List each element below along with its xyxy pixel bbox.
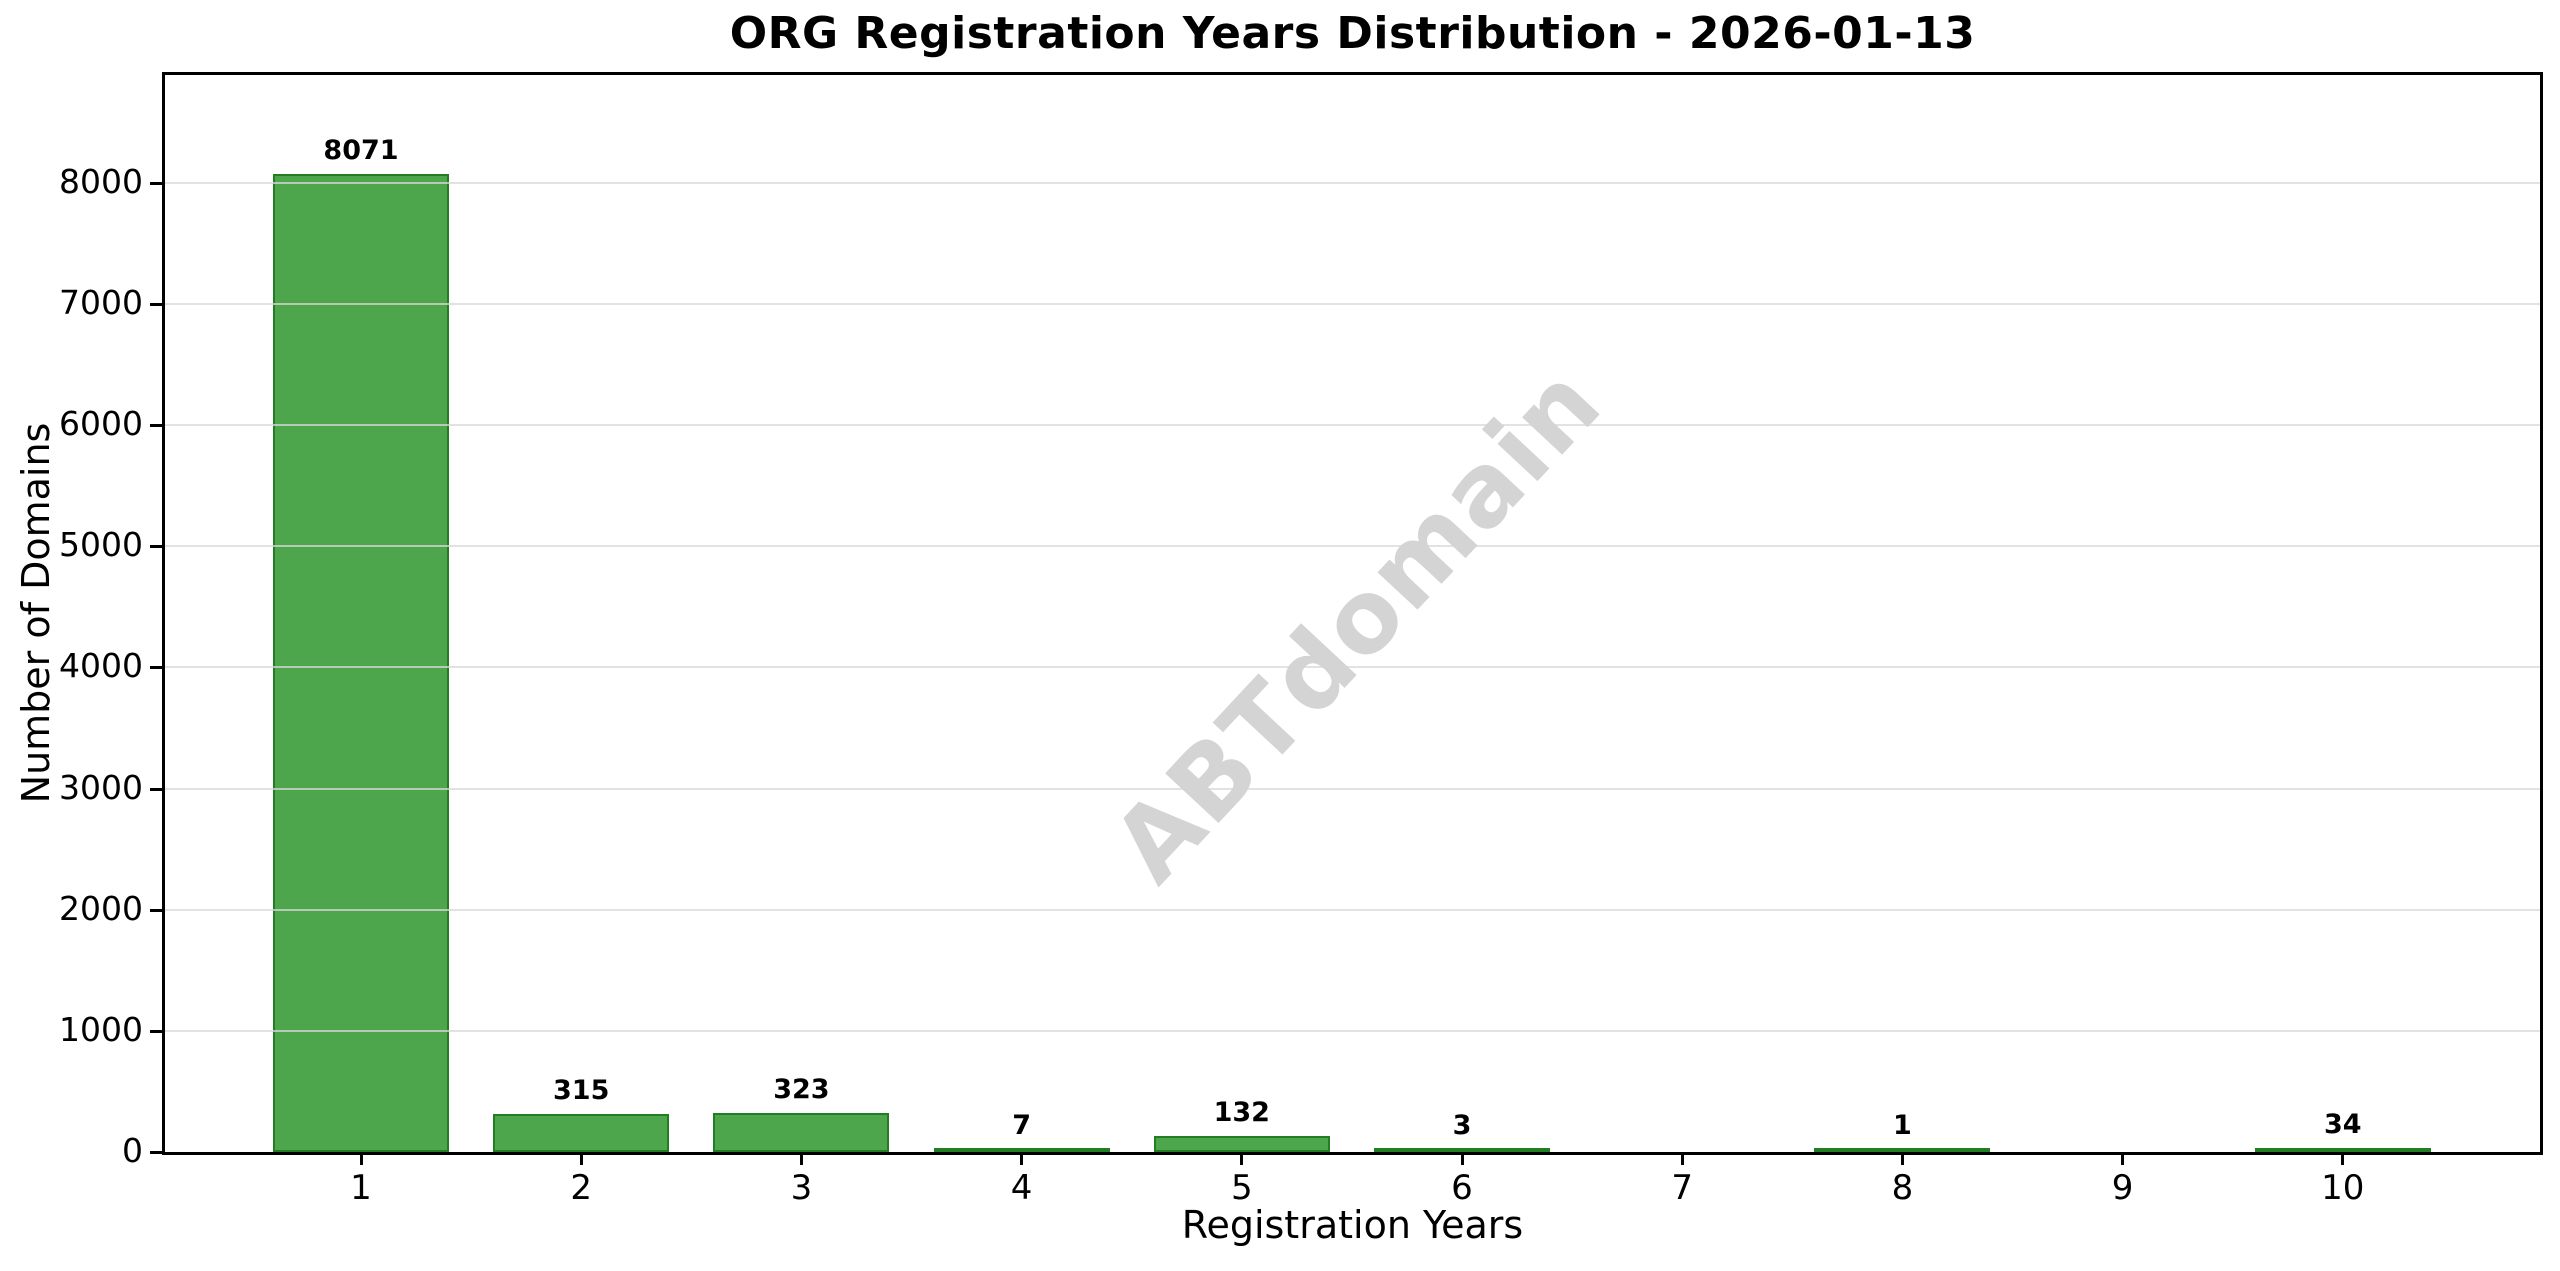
bar-value-label-year-2: 315 [553, 1074, 610, 1106]
y-axis-label: Number of Domains [14, 422, 58, 804]
gridline-y-8000 [165, 181, 2540, 184]
gridline-y-5000 [165, 545, 2540, 548]
x-tick-mark-4 [1020, 1152, 1024, 1165]
bar-year-1 [273, 174, 449, 1152]
bar-value-label-year-10: 34 [2324, 1108, 2362, 1140]
y-tick-label-6000: 6000 [59, 404, 143, 444]
gridline-y-2000 [165, 908, 2540, 911]
y-tick-mark-8000 [150, 181, 165, 185]
gridline-y-6000 [165, 424, 2540, 427]
y-tick-mark-0 [150, 1151, 165, 1154]
y-tick-mark-2000 [150, 908, 165, 912]
x-tick-label-6: 6 [1451, 1168, 1473, 1208]
plot-area: 8071 315 323 7 132 3 1 34 [162, 72, 2543, 1155]
y-tick-mark-1000 [150, 1029, 165, 1033]
bar-value-label-year-8: 1 [1892, 1110, 1912, 1141]
bar-year-6 [1374, 1148, 1550, 1152]
y-tick-label-4000: 4000 [59, 646, 143, 686]
x-tick-label-7: 7 [1671, 1168, 1693, 1208]
bar-value-label-year-4: 7 [1012, 1110, 1031, 1141]
y-tick-mark-5000 [150, 545, 165, 549]
bar-year-8 [1814, 1148, 1991, 1152]
x-tick-label-1: 1 [350, 1168, 372, 1208]
bar-value-label-year-1: 8071 [323, 135, 399, 167]
x-tick-label-4: 4 [1010, 1168, 1033, 1208]
bar-year-10 [2254, 1147, 2431, 1152]
y-tick-label-3000: 3000 [59, 767, 143, 807]
x-tick-mark-7 [1680, 1152, 1684, 1165]
y-tick-label-7000: 7000 [59, 283, 143, 323]
bar-value-label-year-3: 323 [773, 1073, 830, 1105]
y-tick-label-1000: 1000 [59, 1009, 143, 1049]
x-tick-mark-9 [2121, 1152, 2125, 1165]
x-tick-label-5: 5 [1230, 1168, 1253, 1208]
x-tick-mark-5 [1240, 1152, 1244, 1165]
x-axis-label: Registration Years [1181, 1203, 1524, 1247]
x-tick-label-3: 3 [790, 1168, 813, 1208]
gridline-y-1000 [165, 1029, 2540, 1032]
gridline-y-7000 [165, 303, 2540, 306]
bar-value-label-year-6: 3 [1452, 1110, 1472, 1141]
bar-value-label-year-5: 132 [1213, 1097, 1270, 1129]
x-tick-label-9: 9 [2111, 1168, 2134, 1208]
x-tick-mark-8 [1900, 1152, 1904, 1165]
bar-year-2 [493, 1113, 670, 1152]
x-tick-mark-10 [2341, 1152, 2345, 1165]
x-tick-mark-1 [359, 1152, 363, 1165]
bar-year-3 [713, 1112, 890, 1152]
y-tick-label-5000: 5000 [59, 525, 143, 565]
y-tick-label-2000: 2000 [59, 888, 143, 928]
y-tick-mark-3000 [150, 787, 165, 791]
gridline-y-3000 [165, 787, 2540, 790]
y-tick-mark-7000 [150, 303, 165, 307]
x-tick-mark-6 [1460, 1152, 1464, 1165]
x-tick-label-10: 10 [2321, 1168, 2365, 1208]
y-tick-label-8000: 8000 [59, 161, 143, 201]
x-tick-mark-2 [579, 1152, 583, 1165]
chart-title: ORG Registration Years Distribution - 20… [729, 8, 1976, 59]
x-tick-label-2: 2 [570, 1168, 592, 1208]
x-tick-label-8: 8 [1891, 1168, 1914, 1208]
y-tick-mark-6000 [150, 424, 165, 428]
y-tick-mark-4000 [150, 666, 165, 670]
x-tick-mark-3 [799, 1152, 803, 1165]
y-tick-label-0: 0 [122, 1131, 143, 1170]
gridline-y-4000 [165, 666, 2540, 669]
bar-year-5 [1153, 1136, 1330, 1152]
bar-year-4 [933, 1148, 1110, 1152]
